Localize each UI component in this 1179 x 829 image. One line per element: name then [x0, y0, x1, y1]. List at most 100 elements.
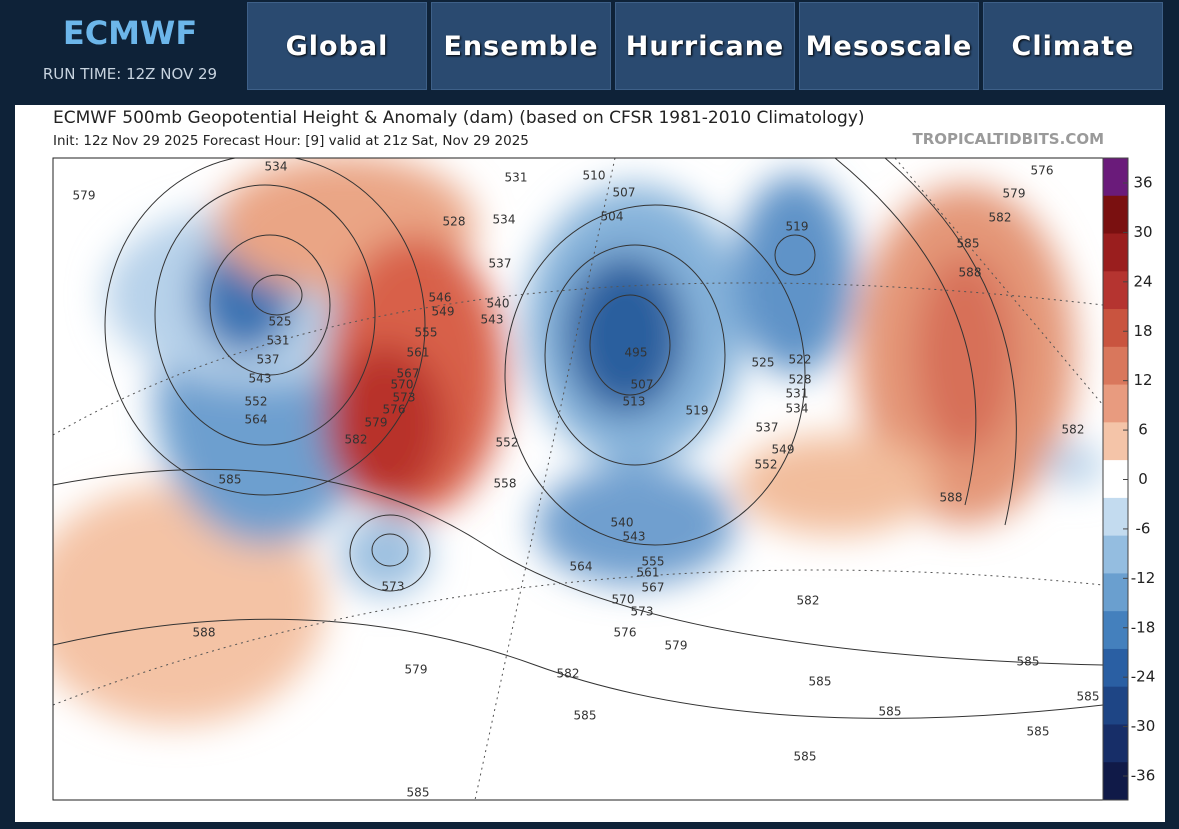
contour-label: 579 [405, 663, 428, 677]
contour-label: 585 [219, 473, 242, 487]
nav-tab[interactable]: Ensemble [431, 2, 611, 90]
contour-label: 549 [432, 305, 455, 319]
contour-label: 567 [642, 581, 665, 595]
contour-label: 576 [383, 403, 406, 417]
contour-label: 537 [257, 353, 280, 367]
contour-label: 585 [1027, 725, 1050, 739]
contour-label: 585 [1017, 655, 1040, 669]
contour-label: 564 [570, 560, 593, 574]
map-figure: ECMWF 500mb Geopotential Height & Anomal… [52, 108, 1156, 801]
contour-label: 585 [1077, 690, 1100, 704]
colorbar-swatch [1103, 724, 1128, 763]
colorbar-tick-label: -12 [1131, 569, 1156, 587]
contour-label: 579 [665, 639, 688, 653]
contour-label: 576 [614, 626, 637, 640]
logo[interactable]: ECMWF [62, 14, 198, 52]
contour-label: 585 [957, 237, 980, 251]
contour-label: 585 [574, 709, 597, 723]
contour-label: 507 [613, 186, 636, 200]
contour-label: 549 [772, 443, 795, 457]
map-title: ECMWF 500mb Geopotential Height & Anomal… [53, 108, 865, 128]
contour-label: 528 [789, 373, 812, 387]
contour-label: 561 [637, 566, 660, 580]
colorbar-tick-label: 18 [1133, 322, 1152, 340]
contour-label: 579 [73, 189, 96, 203]
colorbar-tick-label: -30 [1131, 717, 1156, 735]
contour-label: 585 [879, 705, 902, 719]
colorbar-swatch [1103, 346, 1128, 386]
map-panel: ECMWF 500mb Geopotential Height & Anomal… [15, 105, 1165, 822]
contour-label: 531 [267, 334, 290, 348]
contour-label: 522 [789, 353, 812, 367]
contour-label: 567 [397, 367, 420, 381]
contour-label: 543 [623, 530, 646, 544]
colorbar-tick-label: -18 [1131, 618, 1156, 636]
contour-label: 504 [601, 210, 624, 224]
contour-label: 570 [391, 378, 414, 392]
nav-tab[interactable]: Climate [983, 2, 1163, 90]
contour-label: 525 [269, 315, 292, 329]
colorbar-swatch [1103, 384, 1128, 423]
colorbar-swatch [1103, 158, 1128, 197]
colorbar-tick-label: 6 [1138, 421, 1148, 439]
contour-label: 507 [631, 378, 654, 392]
nav-tab[interactable]: Hurricane [615, 2, 795, 90]
contour-label: 552 [496, 436, 519, 450]
colorbar-swatch [1103, 422, 1128, 461]
map-subtitle: Init: 12z Nov 29 2025 Forecast Hour: [9]… [53, 133, 529, 149]
colorbar-swatch [1103, 762, 1128, 801]
contour-label: 588 [193, 626, 216, 640]
contour-label: 537 [756, 421, 779, 435]
contour-label: 513 [623, 395, 646, 409]
contour-label: 588 [959, 266, 982, 280]
contour-label: 525 [752, 356, 775, 370]
run-time: RUN TIME: 12Z NOV 29 [42, 65, 218, 83]
watermark: TROPICALTIDBITS.COM [913, 130, 1105, 148]
contour-label: 534 [786, 402, 809, 416]
contour-label: 510 [583, 169, 606, 183]
contour-label: 585 [407, 786, 430, 800]
colorbar-swatch [1103, 271, 1128, 310]
colorbar-swatch [1103, 686, 1128, 725]
contour-label: 555 [642, 555, 665, 569]
contour-label: 528 [443, 215, 466, 229]
colorbar-tick-label: 0 [1138, 470, 1148, 488]
contour-label: 582 [989, 211, 1012, 225]
contour-label: 543 [481, 313, 504, 327]
contour-label: 552 [755, 458, 778, 472]
contour-label: 576 [1031, 164, 1054, 178]
colorbar-swatch [1103, 611, 1128, 650]
contour-label: 579 [365, 416, 388, 430]
colorbar-tick-label: -24 [1131, 668, 1156, 686]
header: ECMWF RUN TIME: 12Z NOV 29 Global Ensembl… [0, 0, 1179, 100]
colorbar-tick-label: -6 [1136, 519, 1151, 537]
contour-label: 558 [494, 477, 517, 491]
contour-label: 552 [245, 395, 268, 409]
contour-label: 543 [249, 372, 272, 386]
colorbar-swatch [1103, 195, 1128, 235]
colorbar-swatch [1103, 233, 1128, 272]
contour-label: 570 [612, 593, 635, 607]
nav-tab[interactable]: Global [247, 2, 427, 90]
colorbar-tick-label: 12 [1133, 371, 1152, 389]
contour-label: 531 [786, 387, 809, 401]
contour-label: 582 [345, 433, 368, 447]
colorbar-swatch [1103, 535, 1128, 574]
contour-label: 582 [1062, 423, 1085, 437]
contour-label: 537 [489, 257, 512, 271]
colorbar-swatch [1103, 497, 1128, 537]
contour-label: 582 [797, 594, 820, 608]
nav-tab[interactable]: Mesoscale [799, 2, 979, 90]
contour-label: 585 [794, 750, 817, 764]
colorbar-swatch [1103, 573, 1128, 612]
colorbar-swatch [1103, 648, 1128, 688]
contour-label: 585 [809, 675, 832, 689]
contour-label: 573 [631, 605, 654, 619]
contour-label: 534 [265, 160, 288, 174]
colorbar-tick-label: 36 [1133, 174, 1152, 192]
contour-label: 519 [686, 404, 709, 418]
contour-label: 573 [393, 391, 416, 405]
contour-label: 555 [415, 326, 438, 340]
colorbar-tick-label: 30 [1133, 223, 1152, 241]
